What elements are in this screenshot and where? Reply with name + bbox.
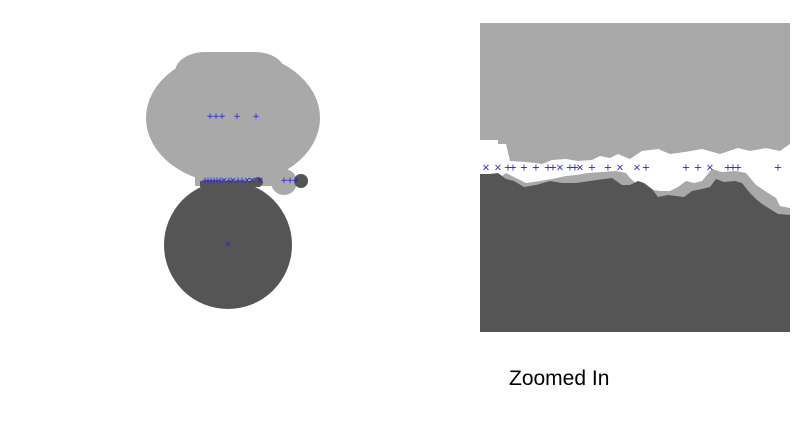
plus-marker: +	[532, 163, 540, 174]
overview-view: +++ + +×++++++×+×++×× × +++	[146, 52, 320, 309]
cross-marker: ×	[494, 163, 502, 174]
plus-marker: +	[210, 176, 218, 186]
plus-marker: +	[252, 112, 260, 122]
cross-marker: ×	[576, 163, 584, 174]
plus-marker: +	[729, 163, 737, 174]
plus-marker: +	[204, 176, 212, 186]
plus-marker: +	[286, 176, 294, 186]
zoom-lower-region	[480, 173, 790, 332]
plus-marker: +	[292, 176, 300, 186]
plus-marker: +	[212, 112, 220, 122]
plus-marker: +	[206, 112, 214, 122]
zoom-interface-markers: × × ++ + + ++× ++× + + × × + + + × +++ +	[482, 163, 782, 174]
plus-marker: +	[642, 163, 650, 174]
cross-marker: ×	[248, 176, 256, 186]
plus-marker: +	[225, 176, 233, 186]
plus-marker: +	[216, 176, 224, 186]
cross-marker: ×	[556, 163, 564, 174]
plus-marker: +	[509, 163, 517, 174]
plus-marker: +	[238, 176, 246, 186]
cross-marker: ×	[706, 163, 714, 174]
plus-marker: +	[571, 163, 579, 174]
zoomed-view: × × ++ + + ++× ++× + + × × + + + × +++ +	[480, 23, 790, 332]
upper-body	[146, 52, 320, 195]
interface-markers: +++ + +×++++++×+×++×× × +++	[201, 112, 300, 250]
plus-marker: +	[604, 163, 612, 174]
plus-marker: +	[207, 176, 215, 186]
zoom-gap-band	[480, 140, 790, 208]
plus-marker: +	[566, 163, 574, 174]
plus-marker: +	[588, 163, 596, 174]
plus-marker: +	[213, 176, 221, 186]
plus-marker: +	[280, 176, 288, 186]
plus-marker: +	[682, 163, 690, 174]
cross-marker: ×	[224, 240, 232, 250]
cross-marker: ×	[243, 176, 251, 186]
plus-marker: +	[724, 163, 732, 174]
lower-body	[164, 174, 308, 309]
plus-marker: +	[234, 176, 242, 186]
plus-marker: +	[504, 163, 512, 174]
cross-marker: ×	[633, 163, 641, 174]
plus-marker: +	[774, 163, 782, 174]
plus-marker: +	[549, 163, 557, 174]
cross-marker: ×	[220, 176, 228, 186]
cross-marker: ×	[229, 176, 237, 186]
plus-marker: +	[694, 163, 702, 174]
plus-marker: +	[233, 112, 241, 122]
zoom-caption: Zoomed In	[509, 367, 610, 390]
plus-marker: +	[520, 163, 528, 174]
cross-marker: ×	[256, 176, 264, 186]
cross-marker: ×	[616, 163, 624, 174]
plus-marker: +	[544, 163, 552, 174]
cross-marker: ×	[482, 163, 490, 174]
plus-marker: +	[734, 163, 742, 174]
plus-marker: +	[218, 112, 226, 122]
plus-marker: +	[201, 176, 209, 186]
